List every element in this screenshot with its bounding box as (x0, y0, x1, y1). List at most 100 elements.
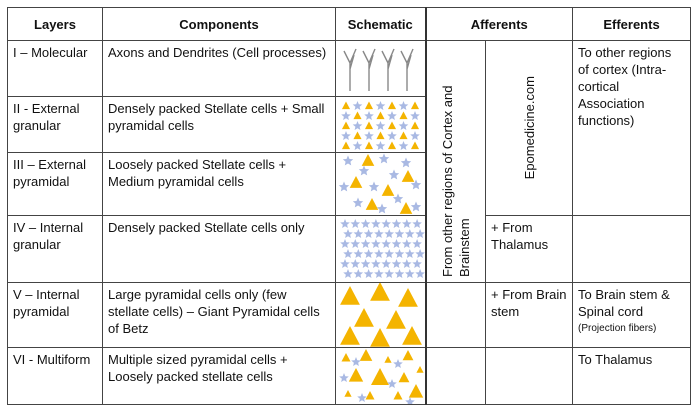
pyramidal-cell (340, 286, 360, 305)
stellate-cell (378, 153, 390, 164)
header: Components (102, 7, 336, 41)
stellate-cell (371, 219, 381, 228)
stellate-cell (352, 101, 363, 110)
pyramidal-cell (349, 176, 363, 188)
stellate-cell (415, 249, 425, 258)
stellate-cell (352, 141, 363, 150)
stellate-cell (398, 141, 409, 150)
pyramidal-cell (387, 121, 397, 130)
schematic-drawing (339, 349, 424, 404)
afferent-cell: From other regions of Cortex and Brainst… (424, 40, 486, 283)
stellate-cell (415, 229, 425, 238)
stellate-cell (405, 397, 415, 404)
pyramidal-cell (399, 111, 408, 120)
pyramidal-cell (410, 101, 420, 110)
afferent-brainstem: + From Brain stem (484, 282, 574, 348)
stellate-cell (412, 239, 422, 248)
stellate-cell (343, 269, 353, 278)
stellate-cell (364, 111, 374, 120)
afferent-cortex: From other regions of Cortex and Brainst… (439, 85, 472, 277)
stellate-cell (368, 181, 380, 192)
stellate-cell (402, 239, 412, 248)
stellate-cell (398, 101, 409, 110)
pyramidal-cell (364, 141, 374, 150)
dendrite (362, 48, 376, 91)
layers-table: Layers Components Schematic Afferents Ef… (7, 7, 692, 405)
stellate-cell (375, 101, 386, 110)
pyramidal-cell (387, 141, 397, 150)
row: VI - Multiform Multiple sized pyramidal … (7, 347, 692, 405)
schematic-drawing (338, 153, 422, 214)
schematic (335, 347, 426, 405)
stellate-cell (384, 229, 394, 238)
stellate-cell (353, 269, 364, 278)
pyramidal-cell (401, 170, 415, 182)
stellate-cell (415, 269, 425, 278)
stellate-cell (405, 269, 415, 278)
row: IV – Internal granular Densely packed St… (7, 215, 692, 283)
stellate-cell (350, 219, 361, 228)
stellate-cell (384, 269, 394, 278)
layer: I – Molecular (7, 40, 103, 97)
header-row: Layers Components Schematic Afferents Ef… (7, 7, 692, 41)
components: Loosely packed Stellate cells + Medium p… (102, 152, 336, 216)
efferent-spinal-cell: To Brain stem & Spinal cord (Projection f… (572, 282, 692, 348)
pyramidal-cell (387, 101, 397, 110)
stellate-cell (350, 239, 361, 248)
schematic (335, 215, 426, 283)
stellate-cell (374, 269, 384, 278)
schematic (335, 152, 426, 216)
pyramidal-cell (348, 368, 364, 382)
stellate-cell (350, 259, 361, 268)
components: Multiple sized pyramidal cells + Loosely… (102, 347, 336, 405)
pyramidal-cell (353, 111, 362, 120)
stellate-cell (387, 379, 397, 388)
stellate-cell (339, 373, 349, 382)
header: Schematic (335, 7, 426, 41)
stellate-cell (360, 239, 371, 248)
stellate-cell (394, 269, 405, 278)
pyramidal-cell (410, 141, 420, 150)
row: V – Internal pyramidal Large pyramidal c… (7, 282, 692, 348)
stellate-cell (391, 259, 402, 268)
empty-cell (424, 282, 486, 348)
layer: V – Internal pyramidal (7, 282, 103, 348)
stellate-cell (381, 219, 391, 228)
stellate-cell (391, 219, 402, 228)
stellate-cell (393, 359, 403, 368)
stellate-cell (352, 197, 364, 208)
pyramidal-cell (399, 131, 408, 140)
pyramidal-cell (402, 326, 422, 345)
dendrite (381, 48, 395, 91)
stellate-cell (371, 239, 381, 248)
empty-cell (424, 347, 486, 405)
schematic-drawing (340, 283, 422, 347)
stellate-cell (363, 249, 374, 258)
stellate-cell (338, 181, 350, 192)
schematic (335, 282, 426, 348)
stellate-cell (342, 155, 354, 166)
stellate-cell (352, 121, 363, 130)
pyramidal-cell (381, 184, 395, 196)
stellate-cell (405, 249, 415, 258)
stellate-cell (364, 131, 374, 140)
stellate-cell (375, 121, 386, 130)
stellate-cell (392, 193, 404, 204)
stellate-cell (375, 141, 386, 150)
stellate-cell (353, 229, 364, 238)
pyramidal-cell (341, 121, 351, 130)
efferent-projection: (Projection fibers) (578, 323, 657, 334)
pyramidal-cell (386, 310, 406, 329)
pyramidal-cell (384, 356, 392, 363)
stellate-cell (353, 249, 364, 258)
stellate-cell (371, 259, 381, 268)
stellate-cell (410, 179, 422, 190)
stellate-cell (381, 259, 391, 268)
schematic (335, 96, 426, 153)
stellate-cell (402, 259, 412, 268)
header: Layers (7, 7, 103, 41)
components: Densely packed Stellate cells only (102, 215, 336, 283)
components: Densely packed Stellate cells + Small py… (102, 96, 336, 153)
empty-cell (572, 215, 692, 283)
stellate-cell (376, 203, 388, 214)
